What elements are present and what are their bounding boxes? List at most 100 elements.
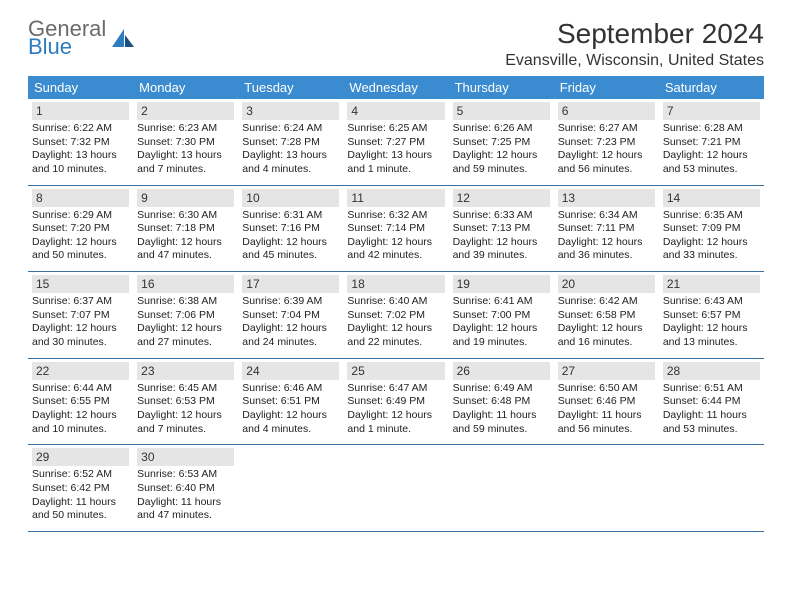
day-info: Sunrise: 6:51 AMSunset: 6:44 PMDaylight:…: [663, 382, 760, 437]
day-cell: 4Sunrise: 6:25 AMSunset: 7:27 PMDaylight…: [343, 99, 448, 185]
info-line: Daylight: 12 hours and 16 minutes.: [558, 322, 655, 349]
day-number: 30: [137, 448, 234, 466]
logo-sail-icon: [110, 27, 136, 49]
day-info: Sunrise: 6:52 AMSunset: 6:42 PMDaylight:…: [32, 468, 129, 523]
info-line: Sunrise: 6:29 AM: [32, 209, 129, 223]
day-cell: 12Sunrise: 6:33 AMSunset: 7:13 PMDayligh…: [449, 185, 554, 271]
day-cell: [554, 445, 659, 531]
info-line: Sunrise: 6:52 AM: [32, 468, 129, 482]
day-cell: 28 Sunrise: 6:51 AMSunset: 6:44 PMDayligh…: [659, 358, 764, 444]
day-info: Sunrise: 6:53 AMSunset: 6:40 PMDaylight:…: [137, 468, 234, 523]
day-cell: 15Sunrise: 6:37 AMSunset: 7:07 PMDayligh…: [28, 272, 133, 358]
info-line: Sunrise: 6:34 AM: [558, 209, 655, 223]
info-line: Daylight: 13 hours and 10 minutes.: [32, 149, 129, 176]
day-number: 20: [558, 275, 655, 293]
info-line: Sunrise: 6:31 AM: [242, 209, 339, 223]
day-number: 21: [663, 275, 760, 293]
day-number: 3: [242, 102, 339, 120]
day-cell: 6 Sunrise: 6:27 AMSunset: 7:23 PMDaylight…: [554, 99, 659, 185]
day-info: Sunrise: 6:49 AMSunset: 6:48 PMDaylight:…: [453, 382, 550, 437]
col-friday: Friday: [554, 76, 659, 99]
day-number: 6: [558, 102, 655, 120]
info-line: Sunrise: 6:39 AM: [242, 295, 339, 309]
info-line: Daylight: 12 hours and 7 minutes.: [137, 409, 234, 436]
info-line: Daylight: 12 hours and 56 minutes.: [558, 149, 655, 176]
info-line: Daylight: 13 hours and 4 minutes.: [242, 149, 339, 176]
info-line: Sunset: 7:18 PM: [137, 222, 234, 236]
day-cell: [343, 445, 448, 531]
header-days-row: Sunday Monday Tuesday Wednesday Thursday…: [28, 76, 764, 99]
day-number: 27: [558, 362, 655, 380]
day-number: 22: [32, 362, 129, 380]
info-line: Sunset: 6:49 PM: [347, 395, 444, 409]
info-line: Daylight: 12 hours and 53 minutes.: [663, 149, 760, 176]
info-line: Sunset: 7:09 PM: [663, 222, 760, 236]
info-line: Sunset: 7:30 PM: [137, 136, 234, 150]
info-line: Sunrise: 6:30 AM: [137, 209, 234, 223]
info-line: Sunrise: 6:38 AM: [137, 295, 234, 309]
day-cell: 26 Sunrise: 6:49 AMSunset: 6:48 PMDayligh…: [449, 358, 554, 444]
day-cell: 22Sunrise: 6:44 AMSunset: 6:55 PMDayligh…: [28, 358, 133, 444]
info-line: Daylight: 12 hours and 10 minutes.: [32, 409, 129, 436]
day-cell: 14Sunrise: 6:35 AMSunset: 7:09 PMDayligh…: [659, 185, 764, 271]
day-number: 28: [663, 362, 760, 380]
info-line: Sunrise: 6:53 AM: [137, 468, 234, 482]
info-line: Sunrise: 6:23 AM: [137, 122, 234, 136]
day-cell: 27Sunrise: 6:50 AMSunset: 6:46 PMDayligh…: [554, 358, 659, 444]
info-line: Sunrise: 6:37 AM: [32, 295, 129, 309]
calendar-table: Sunday Monday Tuesday Wednesday Thursday…: [28, 76, 764, 532]
info-line: Sunrise: 6:47 AM: [347, 382, 444, 396]
header-row: General Blue September 2024 Evansville, …: [28, 18, 764, 70]
col-saturday: Saturday: [659, 76, 764, 99]
info-line: Sunrise: 6:41 AM: [453, 295, 550, 309]
info-line: Sunset: 7:28 PM: [242, 136, 339, 150]
info-line: Sunset: 7:04 PM: [242, 309, 339, 323]
info-line: Daylight: 11 hours and 50 minutes.: [32, 496, 129, 523]
page-title: September 2024: [505, 18, 764, 50]
day-number: 5: [453, 102, 550, 120]
calendar-row: 15Sunrise: 6:37 AMSunset: 7:07 PMDayligh…: [28, 272, 764, 358]
info-line: Daylight: 12 hours and 27 minutes.: [137, 322, 234, 349]
info-line: Daylight: 12 hours and 45 minutes.: [242, 236, 339, 263]
info-line: Sunrise: 6:33 AM: [453, 209, 550, 223]
day-info: Sunrise: 6:41 AMSunset: 7:00 PMDaylight:…: [453, 295, 550, 350]
day-cell: 9 Sunrise: 6:30 AMSunset: 7:18 PMDaylight…: [133, 185, 238, 271]
calendar-row: 8Sunrise: 6:29 AMSunset: 7:20 PMDaylight…: [28, 185, 764, 271]
info-line: Sunrise: 6:22 AM: [32, 122, 129, 136]
day-info: Sunrise: 6:29 AMSunset: 7:20 PMDaylight:…: [32, 209, 129, 264]
day-info: Sunrise: 6:33 AMSunset: 7:13 PMDaylight:…: [453, 209, 550, 264]
info-line: Sunrise: 6:49 AM: [453, 382, 550, 396]
day-info: Sunrise: 6:34 AMSunset: 7:11 PMDaylight:…: [558, 209, 655, 264]
day-cell: 30 Sunrise: 6:53 AMSunset: 6:40 PMDayligh…: [133, 445, 238, 531]
day-number: 2: [137, 102, 234, 120]
day-info: Sunrise: 6:30 AMSunset: 7:18 PMDaylight:…: [137, 209, 234, 264]
day-cell: 20Sunrise: 6:42 AMSunset: 6:58 PMDayligh…: [554, 272, 659, 358]
day-cell: 7Sunrise: 6:28 AMSunset: 7:21 PMDaylight…: [659, 99, 764, 185]
info-line: Sunrise: 6:35 AM: [663, 209, 760, 223]
info-line: Sunset: 7:27 PM: [347, 136, 444, 150]
day-number: 29: [32, 448, 129, 466]
day-info: Sunrise: 6:26 AMSunset: 7:25 PMDaylight:…: [453, 122, 550, 177]
day-info: Sunrise: 6:46 AMSunset: 6:51 PMDaylight:…: [242, 382, 339, 437]
day-number: 25: [347, 362, 444, 380]
info-line: Sunset: 6:55 PM: [32, 395, 129, 409]
day-cell: [659, 445, 764, 531]
location-text: Evansville, Wisconsin, United States: [505, 52, 764, 70]
day-info: Sunrise: 6:27 AMSunset: 7:23 PMDaylight:…: [558, 122, 655, 177]
day-number: 13: [558, 189, 655, 207]
day-cell: 10Sunrise: 6:31 AMSunset: 7:16 PMDayligh…: [238, 185, 343, 271]
day-number: 9: [137, 189, 234, 207]
day-number: 26: [453, 362, 550, 380]
calendar-row: 29 Sunrise: 6:52 AMSunset: 6:42 PMDayligh…: [28, 445, 764, 531]
day-info: Sunrise: 6:38 AMSunset: 7:06 PMDaylight:…: [137, 295, 234, 350]
day-info: Sunrise: 6:35 AMSunset: 7:09 PMDaylight:…: [663, 209, 760, 264]
info-line: Sunset: 7:32 PM: [32, 136, 129, 150]
info-line: Daylight: 12 hours and 24 minutes.: [242, 322, 339, 349]
info-line: Sunset: 7:14 PM: [347, 222, 444, 236]
day-cell: 17Sunrise: 6:39 AMSunset: 7:04 PMDayligh…: [238, 272, 343, 358]
day-number: 11: [347, 189, 444, 207]
day-info: Sunrise: 6:45 AMSunset: 6:53 PMDaylight:…: [137, 382, 234, 437]
row-divider: [28, 531, 764, 532]
day-info: Sunrise: 6:22 AMSunset: 7:32 PMDaylight:…: [32, 122, 129, 177]
calendar-row: 1Sunrise: 6:22 AMSunset: 7:32 PMDaylight…: [28, 99, 764, 185]
